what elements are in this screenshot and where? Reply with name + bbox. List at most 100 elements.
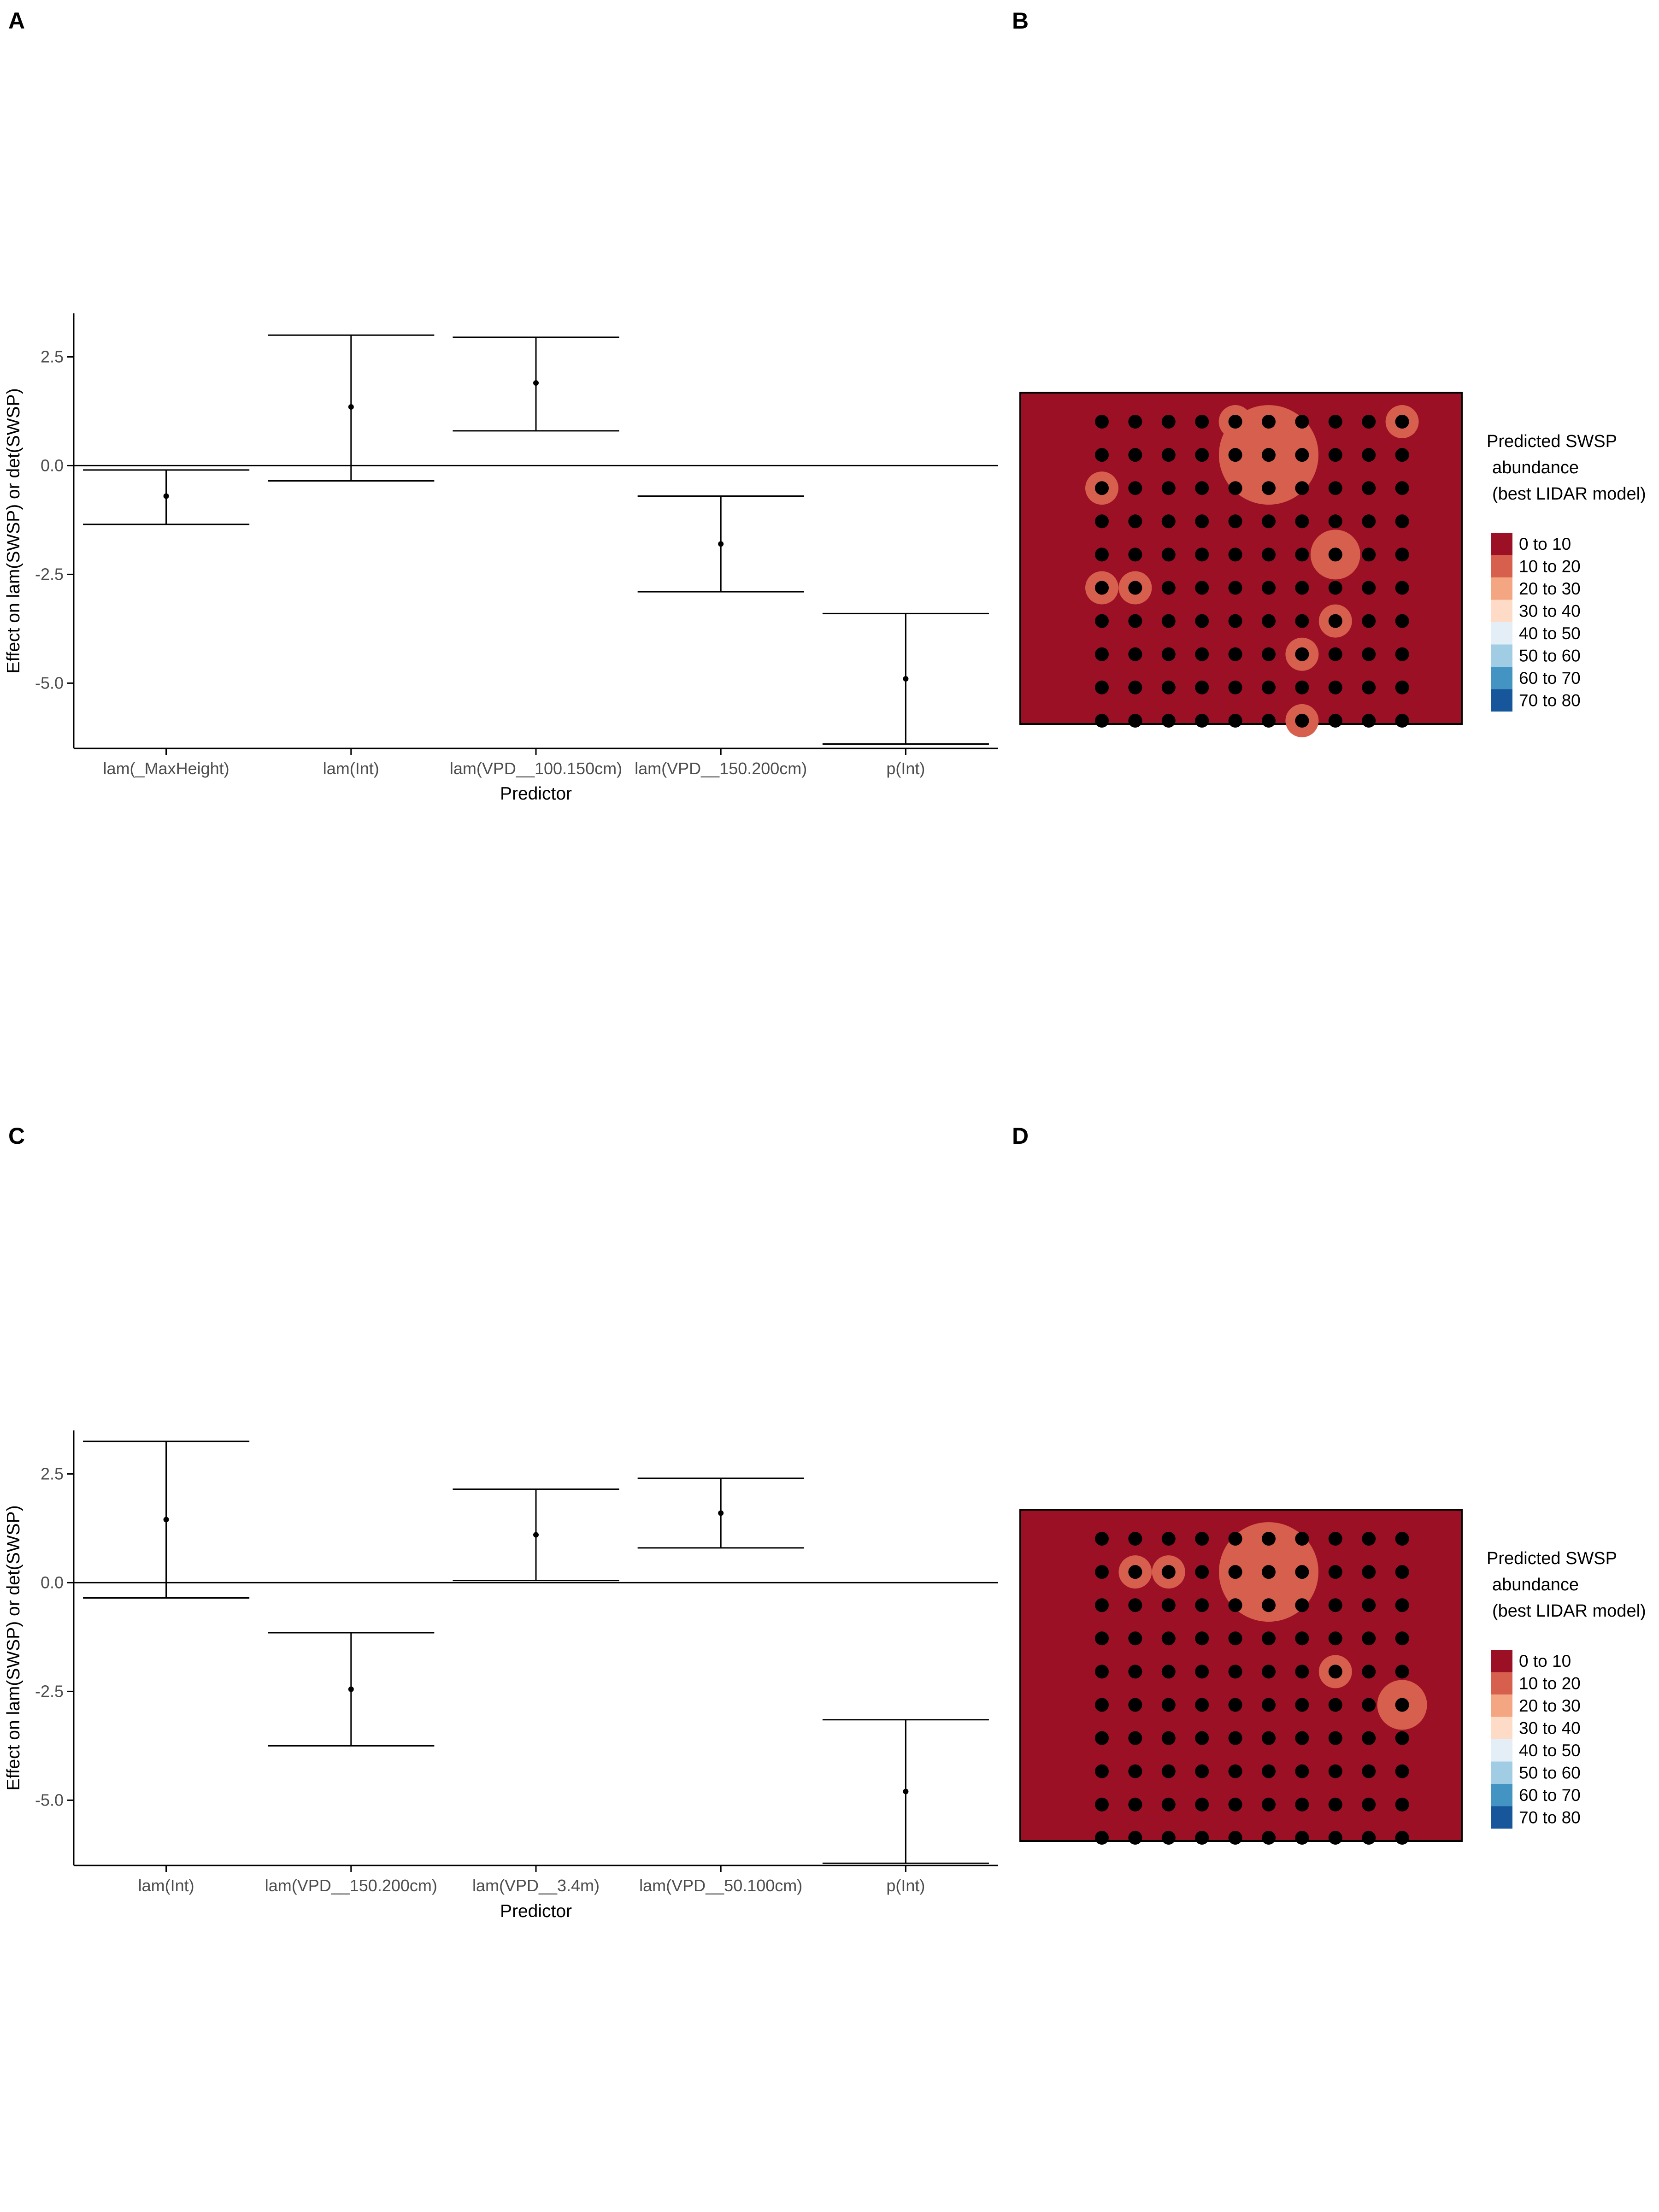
survey-point bbox=[1395, 448, 1409, 462]
estimate-point bbox=[718, 1510, 724, 1516]
survey-point bbox=[1128, 1764, 1142, 1778]
survey-point bbox=[1262, 481, 1276, 495]
survey-point bbox=[1228, 514, 1242, 529]
legend-label: 60 to 70 bbox=[1519, 669, 1581, 688]
survey-point bbox=[1295, 581, 1309, 595]
survey-point bbox=[1328, 514, 1342, 529]
survey-point bbox=[1328, 1665, 1342, 1679]
survey-point bbox=[1195, 1631, 1209, 1646]
survey-point bbox=[1262, 1532, 1276, 1546]
survey-point bbox=[1362, 680, 1376, 694]
survey-point bbox=[1328, 680, 1342, 694]
survey-point bbox=[1395, 1631, 1409, 1646]
survey-point bbox=[1395, 1532, 1409, 1546]
survey-point bbox=[1262, 1764, 1276, 1778]
survey-point bbox=[1328, 1797, 1342, 1812]
survey-point bbox=[1228, 1698, 1242, 1712]
survey-point bbox=[1262, 1830, 1276, 1845]
survey-point bbox=[1195, 1665, 1209, 1679]
survey-point bbox=[1128, 1731, 1142, 1745]
legend-swatch bbox=[1491, 1694, 1512, 1717]
survey-point bbox=[1295, 1698, 1309, 1712]
survey-point bbox=[1295, 1830, 1309, 1845]
y-axis-title: Effect on lam(SWSP) or det(SWSP) bbox=[4, 388, 24, 673]
survey-point bbox=[1328, 1698, 1342, 1712]
survey-point bbox=[1362, 1797, 1376, 1812]
legend-label: 0 to 10 bbox=[1519, 535, 1571, 553]
survey-point bbox=[1262, 647, 1276, 661]
survey-point bbox=[1161, 514, 1176, 529]
survey-point bbox=[1262, 1797, 1276, 1812]
survey-point bbox=[1195, 481, 1209, 495]
x-tick-label: lam(Int) bbox=[323, 759, 379, 778]
survey-point bbox=[1395, 1698, 1409, 1712]
survey-point bbox=[1395, 514, 1409, 529]
survey-point bbox=[1095, 1532, 1109, 1546]
survey-point bbox=[1395, 581, 1409, 595]
survey-point bbox=[1128, 1631, 1142, 1646]
survey-point bbox=[1095, 1830, 1109, 1845]
legend-title-line: Predicted SWSP bbox=[1487, 1549, 1617, 1568]
x-tick-label: lam(VPD__150.200cm) bbox=[635, 759, 807, 778]
survey-point bbox=[1128, 514, 1142, 529]
panel-letter-c: C bbox=[8, 1123, 25, 1149]
survey-point bbox=[1095, 647, 1109, 661]
abundance-map-b: Predicted SWSP abundance (best LIDAR model… bbox=[1019, 392, 1646, 737]
survey-point bbox=[1328, 1598, 1342, 1612]
legend-label: 10 to 20 bbox=[1519, 557, 1581, 576]
survey-point bbox=[1161, 680, 1176, 694]
legend-swatch bbox=[1491, 1717, 1512, 1739]
estimate-point bbox=[163, 1517, 169, 1523]
survey-point bbox=[1228, 1731, 1242, 1745]
survey-point bbox=[1362, 481, 1376, 495]
survey-point bbox=[1362, 547, 1376, 562]
survey-point bbox=[1228, 448, 1242, 462]
survey-point bbox=[1395, 481, 1409, 495]
survey-point bbox=[1395, 547, 1409, 562]
survey-point bbox=[1362, 1731, 1376, 1745]
survey-point bbox=[1395, 1830, 1409, 1845]
survey-point bbox=[1262, 514, 1276, 529]
survey-point bbox=[1362, 1698, 1376, 1712]
survey-point bbox=[1128, 581, 1142, 595]
estimate-point bbox=[348, 404, 354, 410]
survey-point bbox=[1328, 581, 1342, 595]
survey-point bbox=[1362, 1532, 1376, 1546]
survey-point bbox=[1295, 481, 1309, 495]
survey-point bbox=[1295, 1731, 1309, 1745]
survey-point bbox=[1262, 415, 1276, 429]
survey-point bbox=[1328, 1764, 1342, 1778]
survey-point bbox=[1195, 1698, 1209, 1712]
survey-point bbox=[1195, 713, 1209, 728]
y-tick-label: -5.0 bbox=[35, 673, 64, 692]
survey-point bbox=[1262, 1698, 1276, 1712]
survey-point bbox=[1362, 1631, 1376, 1646]
survey-point bbox=[1095, 1665, 1109, 1679]
survey-point bbox=[1195, 1830, 1209, 1845]
survey-point bbox=[1095, 680, 1109, 694]
x-tick-label: p(Int) bbox=[886, 1876, 925, 1895]
survey-point bbox=[1161, 1565, 1176, 1579]
survey-point bbox=[1395, 1764, 1409, 1778]
survey-point bbox=[1328, 415, 1342, 429]
legend-label: 20 to 30 bbox=[1519, 1696, 1581, 1715]
survey-point bbox=[1161, 1631, 1176, 1646]
legend-swatch bbox=[1491, 1650, 1512, 1672]
legend-title-line: (best LIDAR model) bbox=[1492, 1601, 1646, 1621]
survey-point bbox=[1295, 448, 1309, 462]
x-tick-label: lam(Int) bbox=[138, 1876, 194, 1895]
survey-point bbox=[1195, 1532, 1209, 1546]
survey-point bbox=[1362, 647, 1376, 661]
survey-point bbox=[1262, 713, 1276, 728]
survey-point bbox=[1328, 1565, 1342, 1579]
legend-label: 30 to 40 bbox=[1519, 1719, 1581, 1738]
survey-point bbox=[1262, 581, 1276, 595]
survey-point bbox=[1262, 448, 1276, 462]
panel-letter-a: A bbox=[8, 8, 25, 34]
survey-point bbox=[1161, 1830, 1176, 1845]
estimate-point bbox=[903, 676, 909, 682]
survey-point bbox=[1095, 614, 1109, 628]
errorbar-chart-c: 2.5 0.0 -2.5 -5.0 lam(Int) lam(VPD__150.200c… bbox=[4, 1430, 998, 1921]
survey-point bbox=[1262, 1731, 1276, 1745]
survey-point bbox=[1095, 481, 1109, 495]
